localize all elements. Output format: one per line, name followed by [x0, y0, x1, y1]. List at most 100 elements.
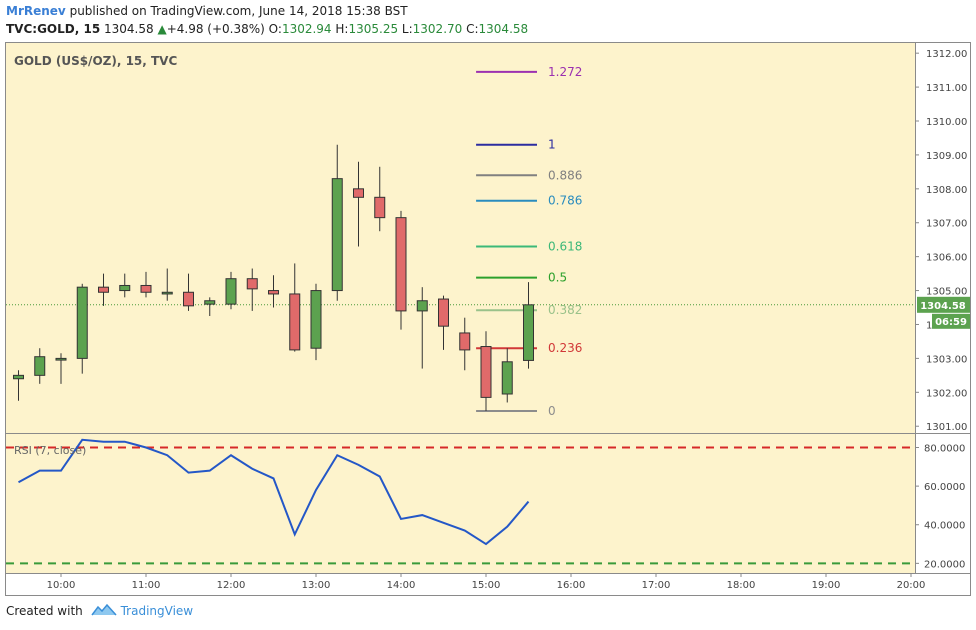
time-tick-label: 10:00 — [47, 580, 76, 591]
fib-level-label: 0.618 — [548, 239, 582, 253]
bullish-candle — [501, 348, 513, 403]
candle-body — [310, 290, 322, 349]
countdown-tag — [932, 313, 970, 329]
candle-body — [34, 356, 46, 376]
candle-body — [55, 357, 67, 361]
fib-level-label: 0 — [548, 404, 556, 418]
price-tick-label: 1308.00 — [926, 185, 967, 196]
close-label: C: — [466, 22, 479, 36]
price-tick-label: 1302.00 — [926, 388, 967, 399]
candle-body — [246, 278, 258, 290]
bearish-candle — [183, 273, 194, 311]
candle-body — [140, 284, 152, 293]
bearish-candle — [480, 331, 492, 411]
bearish-candle — [459, 317, 471, 371]
publish-line: MrRenev published on TradingView.com, Ju… — [6, 2, 966, 20]
bearish-candle — [438, 295, 449, 350]
price-tick-label: 1305.00 — [926, 287, 967, 298]
candle-body — [395, 217, 407, 312]
time-tick-label: 17:00 — [642, 580, 671, 591]
candle-body — [76, 286, 88, 359]
chart-border — [5, 42, 971, 596]
bearish-candle — [246, 268, 258, 311]
bullish-candle — [119, 273, 131, 298]
bearish-candle — [98, 273, 109, 306]
fib-level-label: 0.382 — [548, 303, 582, 317]
bullish-candle — [55, 353, 67, 384]
chart-canvas[interactable]: 0 0.236 0.382 0.5 0.618 0.786 0.886 1 1.272 1301… — [0, 42, 976, 597]
bullish-candle — [225, 271, 237, 310]
time-tick-label: 11:00 — [132, 580, 161, 591]
bullish-candle — [13, 370, 24, 401]
footer: Created with TradingView — [6, 603, 193, 618]
candle-body — [98, 286, 109, 293]
rsi-line — [18, 438, 530, 546]
fib-level-label: 0.786 — [548, 194, 582, 208]
candle-body — [161, 291, 173, 295]
price-tick-label: 1301.00 — [926, 422, 967, 433]
low-value: 1302.70 — [412, 22, 463, 36]
fib-level-label: 0.5 — [548, 271, 567, 285]
bullish-candle — [331, 144, 343, 301]
time-tick-label: 15:00 — [472, 580, 501, 591]
fib-level-label: 1.272 — [548, 65, 582, 79]
bullish-candle — [204, 297, 216, 316]
bullish-candle — [416, 287, 428, 369]
candle-body — [331, 178, 343, 292]
low-label: L: — [401, 22, 413, 36]
rsi-pane[interactable] — [6, 434, 915, 573]
open-label: O: — [268, 22, 282, 36]
candle-body — [183, 291, 194, 307]
bearish-candle — [374, 166, 386, 232]
price-tick-label: 1311.00 — [926, 83, 967, 94]
publish-info: published on TradingView.com, June 14, 2… — [69, 4, 408, 18]
bullish-candle — [34, 348, 46, 384]
tradingview-link[interactable]: TradingView — [120, 604, 194, 618]
price-tick-label: 1303.00 — [926, 354, 967, 365]
time-tick-label: 19:00 — [812, 580, 841, 591]
close-value: 1304.58 — [478, 22, 529, 36]
bearish-candle — [353, 161, 364, 247]
price-tick-label: 1307.00 — [926, 219, 967, 230]
bearish-candle — [268, 275, 279, 308]
fib-level-label: 1 — [548, 138, 556, 152]
time-tick-label: 18:00 — [727, 580, 756, 591]
bullish-candle — [523, 282, 534, 369]
rsi-tick-label: 60.0000 — [924, 482, 965, 493]
candle-body — [13, 374, 24, 380]
high-label: H: — [335, 22, 349, 36]
bullish-candle — [161, 268, 173, 301]
last-price-tag — [917, 296, 970, 313]
candle-body — [225, 278, 237, 305]
last-price-tag-text: 1304.58 — [920, 301, 966, 312]
candle-body — [119, 284, 131, 292]
price-tick-label: 1306.00 — [926, 253, 967, 264]
candle-body — [501, 361, 513, 395]
candle-body — [480, 346, 492, 398]
time-tick-label: 12:00 — [217, 580, 246, 591]
change-up-icon: ▲ — [157, 22, 167, 36]
bearish-candle — [395, 210, 407, 330]
tradingview-logo-icon — [90, 603, 117, 616]
time-tick-label: 14:00 — [387, 580, 416, 591]
last-price: 1304.58 — [104, 22, 154, 36]
candle-body — [374, 196, 386, 219]
rsi-tick-label: 40.0000 — [924, 521, 965, 532]
rsi-title: RSI (7, close) — [14, 444, 86, 457]
high-value: 1305.25 — [348, 22, 399, 36]
created-with-label: Created with — [6, 604, 83, 618]
symbol-label: TVC:GOLD, 15 — [6, 22, 101, 36]
candle-body — [353, 188, 364, 198]
bullish-candle — [310, 283, 322, 361]
fib-level-label: 0.236 — [548, 341, 582, 355]
price-change: +4.98 (+0.38%) — [166, 22, 265, 36]
price-tick-label: 1309.00 — [926, 151, 967, 162]
price-pane[interactable] — [6, 43, 915, 433]
ohlc-line: TVC:GOLD, 15 1304.58 ▲+4.98 (+0.38%) O: 1… — [6, 20, 966, 38]
time-tick-label: 13:00 — [302, 580, 331, 591]
author-link[interactable]: MrRenev — [6, 4, 66, 18]
bearish-candle — [289, 263, 301, 352]
fib-level-label: 0.886 — [548, 168, 582, 182]
bullish-candle — [76, 283, 88, 374]
bearish-candle — [140, 271, 152, 298]
